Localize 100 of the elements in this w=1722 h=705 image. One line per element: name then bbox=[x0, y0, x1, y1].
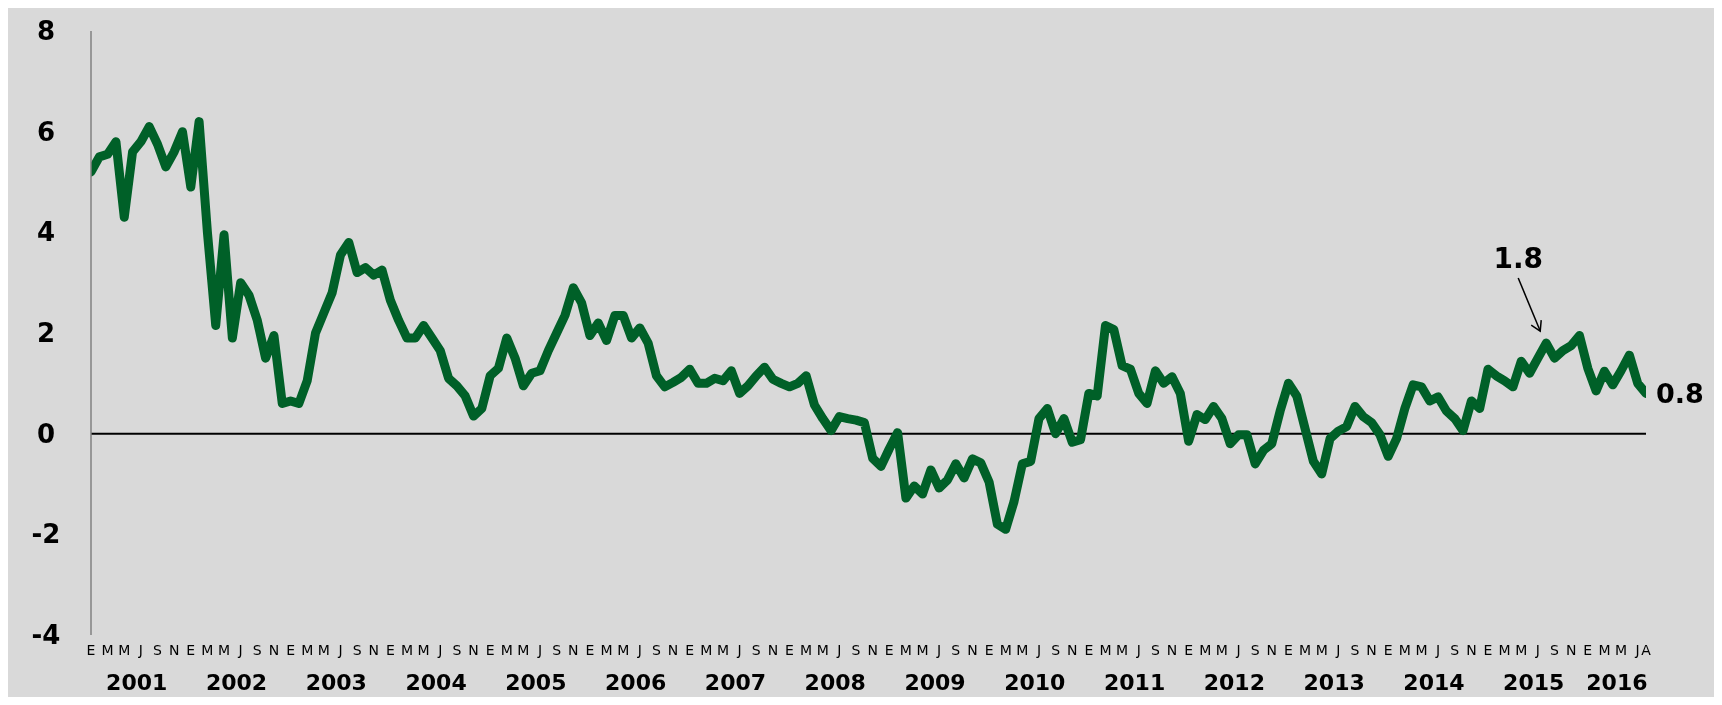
x-tick-label: M bbox=[916, 642, 929, 658]
x-tick-label: J bbox=[1135, 642, 1141, 658]
text: 2012 bbox=[1203, 670, 1265, 695]
x-tick-label: M bbox=[1398, 642, 1411, 658]
x-tick-label: S bbox=[352, 642, 362, 658]
x-tick-label: M bbox=[317, 642, 330, 658]
x-tick-label: S bbox=[452, 642, 462, 658]
annotation: 1.8 bbox=[1493, 242, 1544, 276]
x-tick-label: J bbox=[1035, 642, 1042, 658]
x-tick-label: J bbox=[836, 642, 842, 658]
y-tick-label: -4 bbox=[31, 620, 61, 651]
x-tick-label: E bbox=[86, 642, 96, 658]
x-tick-label: A bbox=[1641, 642, 1652, 658]
x-tick-label: S bbox=[552, 642, 562, 658]
text: 2004 bbox=[405, 670, 467, 695]
x-tick-label: J bbox=[1335, 642, 1341, 658]
y-tick-label: 4 bbox=[36, 217, 56, 248]
x-tick-label: S bbox=[1250, 642, 1260, 658]
y-tick-label: 0 bbox=[36, 418, 56, 449]
x-tick-label: M bbox=[716, 642, 730, 658]
text: 2009 bbox=[904, 670, 966, 695]
x-tick-label: M bbox=[517, 642, 530, 658]
x-tick-label: S bbox=[652, 642, 662, 658]
x-tick-label: N bbox=[1366, 642, 1377, 658]
x-tick-label: M bbox=[417, 642, 430, 658]
text: 2005 bbox=[505, 670, 567, 695]
x-tick-label: N bbox=[468, 642, 479, 658]
x-tick-label: N bbox=[867, 642, 878, 658]
text: 2015 bbox=[1503, 670, 1565, 695]
x-tick-label: S bbox=[1150, 642, 1160, 658]
x-tick-label: M bbox=[1498, 642, 1511, 658]
x-tick-label: S bbox=[751, 642, 761, 658]
x-tick-label: N bbox=[1466, 642, 1477, 658]
x-tick-label: M bbox=[500, 642, 513, 658]
x-tick-label: M bbox=[118, 642, 131, 658]
x-tick-label: N bbox=[767, 642, 779, 658]
x-tick-label: M bbox=[218, 642, 231, 658]
x-tick-label: N bbox=[1166, 642, 1178, 658]
x-tick-label: M bbox=[700, 642, 713, 658]
x-tick-label: N bbox=[368, 642, 379, 658]
x-tick-label: M bbox=[201, 642, 214, 658]
text: 2014 bbox=[1403, 670, 1465, 695]
x-tick-label: E bbox=[1483, 642, 1493, 658]
x-tick-label: M bbox=[1598, 642, 1611, 658]
text: 2008 bbox=[804, 670, 866, 695]
x-tick-label: E bbox=[685, 642, 695, 658]
x-tick-label: E bbox=[485, 642, 495, 658]
x-tick-label: J bbox=[337, 642, 343, 658]
x-tick-label: N bbox=[1565, 642, 1577, 658]
x-tick-label: J bbox=[636, 642, 642, 658]
x-tick-label: M bbox=[1099, 642, 1112, 658]
x-tick-label: S bbox=[1450, 642, 1460, 658]
x-tick-label: M bbox=[1016, 642, 1029, 658]
x-tick-label: M bbox=[816, 642, 829, 658]
x-tick-label: E bbox=[186, 642, 196, 658]
x-tick-label: M bbox=[400, 642, 414, 658]
x-tick-label: M bbox=[899, 642, 912, 658]
x-tick-label: E bbox=[1383, 642, 1393, 658]
x-tick-label: J bbox=[936, 642, 942, 658]
x-tick-label: E bbox=[585, 642, 595, 658]
x-tick-label: M bbox=[800, 642, 813, 658]
x-tick-label: M bbox=[1515, 642, 1528, 658]
x-tick-label: M bbox=[617, 642, 630, 658]
x-tick-label: M bbox=[999, 642, 1012, 658]
x-tick-label: M bbox=[600, 642, 613, 658]
x-tick-label: S bbox=[1051, 642, 1061, 658]
text: 2010 bbox=[1004, 670, 1066, 695]
text: 0.8 bbox=[1656, 377, 1704, 409]
x-tick-label: J bbox=[1634, 642, 1640, 658]
y-tick-label: -2 bbox=[31, 519, 61, 550]
text: 2003 bbox=[305, 670, 367, 695]
x-tick-label: E bbox=[1084, 642, 1094, 658]
text: 2013 bbox=[1303, 670, 1365, 695]
x-tick-label: M bbox=[1215, 642, 1228, 658]
x-tick-label: J bbox=[1534, 642, 1540, 658]
x-tick-label: S bbox=[951, 642, 961, 658]
x-tick-label: M bbox=[1299, 642, 1312, 658]
x-tick-label: N bbox=[168, 642, 180, 658]
x-tick-label: S bbox=[1350, 642, 1360, 658]
x-tick-label: E bbox=[785, 642, 794, 658]
y-tick-label: 2 bbox=[36, 318, 56, 349]
x-tick-label: J bbox=[137, 642, 143, 658]
text: 2016 bbox=[1586, 670, 1648, 695]
text: 2011 bbox=[1103, 670, 1166, 695]
y-tick-label: 6 bbox=[36, 116, 56, 147]
x-tick-label: J bbox=[237, 642, 243, 658]
x-tick-label: S bbox=[851, 642, 861, 658]
x-tick-label: M bbox=[301, 642, 314, 658]
x-tick-label: M bbox=[1315, 642, 1328, 658]
text: 2007 bbox=[704, 670, 767, 695]
x-tick-label: N bbox=[1266, 642, 1278, 658]
y-tick-label: 8 bbox=[36, 16, 56, 47]
x-tick-label: S bbox=[153, 642, 163, 658]
x-tick-label: M bbox=[1116, 642, 1129, 658]
x-tick-label: J bbox=[437, 642, 443, 658]
x-tick-label: N bbox=[1066, 642, 1078, 658]
x-tick-label: S bbox=[252, 642, 262, 658]
x-tick-label: E bbox=[884, 642, 894, 658]
x-tick-label: M bbox=[1199, 642, 1212, 658]
x-tick-label: N bbox=[568, 642, 579, 658]
